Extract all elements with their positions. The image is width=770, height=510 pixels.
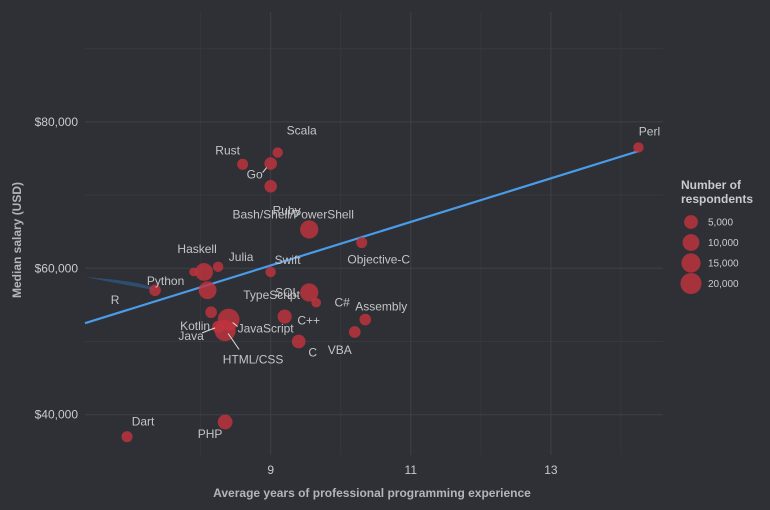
point-label-rust: Rust xyxy=(215,143,240,157)
point-labels: Perl Scala Rust Go RubyBash/Shell/PowerShell… xyxy=(111,124,660,441)
point-label-vba: VBA xyxy=(328,343,352,357)
point-label-go: Go xyxy=(247,168,263,182)
x-tick-label: 9 xyxy=(267,463,274,477)
confidence-band-area xyxy=(85,277,159,291)
point-label-c-: C# xyxy=(335,296,351,310)
data-points xyxy=(121,142,644,443)
legend-size-label: 5,000 xyxy=(708,218,733,229)
legend-size-swatch xyxy=(681,253,701,273)
x-tick-label: 13 xyxy=(544,463,558,477)
leader-javascript xyxy=(232,322,238,327)
point-sql xyxy=(300,283,319,302)
point-label-c: C xyxy=(308,346,317,360)
point-rust xyxy=(237,158,249,170)
leader-go xyxy=(262,167,268,173)
point-php xyxy=(217,414,233,430)
point-assembly xyxy=(359,313,372,326)
point-objective-c xyxy=(356,237,368,249)
leader-java xyxy=(201,327,216,334)
point-label-html-css: HTML/CSS xyxy=(223,353,284,367)
point-label-julia: Julia xyxy=(229,250,254,264)
y-tick-label: $60,000 xyxy=(35,261,79,275)
point-kotlin xyxy=(205,306,217,319)
y-axis-title: Median salary (USD) xyxy=(10,182,24,298)
legend: Number of respondents 5,000 10,000 15,000 2… xyxy=(680,178,753,295)
x-axis-title: Average years of professional programmin… xyxy=(213,486,531,500)
point-swift xyxy=(265,266,276,278)
axes: 9 11 13 $40,000 $60,000 $80,000 xyxy=(35,115,558,477)
legend-title-line-2: respondents xyxy=(681,192,753,206)
point-label-kotlin: Kotlin xyxy=(180,319,210,333)
point-label-scala: Scala xyxy=(287,124,317,138)
point-label-bash-shell-powershell: Bash/Shell/PowerShell xyxy=(232,207,353,221)
point-r xyxy=(149,284,161,297)
grid xyxy=(85,12,663,455)
legend-size-swatch xyxy=(682,234,700,251)
point-label-dart: Dart xyxy=(132,415,155,429)
point-ruby xyxy=(264,179,277,193)
point-go xyxy=(264,157,277,170)
point-label-assembly: Assembly xyxy=(355,300,407,314)
point-label-objective-c: Objective-C xyxy=(347,253,410,267)
point-julia xyxy=(212,261,224,273)
point-label-php: PHP xyxy=(198,427,223,441)
point-label-sql: SQL xyxy=(275,285,299,299)
x-tick-label: 11 xyxy=(405,463,418,477)
point-scala xyxy=(272,147,283,158)
point-label-c-: C++ xyxy=(297,314,320,328)
point-haskell xyxy=(195,263,213,281)
point-bash-shell-powershell xyxy=(300,220,319,239)
point-vba xyxy=(348,326,361,338)
legend-title-line-1: Number of xyxy=(681,178,742,192)
point-dart xyxy=(121,431,133,443)
y-tick-label: $80,000 xyxy=(35,115,79,129)
point-label-java: Java xyxy=(178,329,204,343)
legend-size-label: 20,000 xyxy=(708,279,739,290)
point-label-ruby: Ruby xyxy=(273,203,301,217)
point-label-perl: Perl xyxy=(639,124,660,138)
point-c- xyxy=(311,297,322,308)
legend-size-swatch xyxy=(680,272,702,295)
point-label-javascript: JavaScript xyxy=(238,322,295,336)
y-tick-label: $40,000 xyxy=(35,408,79,422)
leader-html-css xyxy=(227,333,240,350)
confidence-band xyxy=(85,277,159,291)
point-label-r: R xyxy=(111,293,120,307)
legend-size-label: 15,000 xyxy=(708,259,739,270)
point-typescript xyxy=(198,281,217,300)
point-html-css xyxy=(214,319,236,342)
point-label-swift: Swift xyxy=(275,253,302,267)
point-perl xyxy=(633,142,644,153)
legend-size-label: 10,000 xyxy=(708,238,739,249)
point-label-python: Python xyxy=(147,274,184,288)
point-c xyxy=(291,334,306,349)
point-python xyxy=(189,267,198,277)
point-label-typescript: TypeScript xyxy=(243,288,300,302)
legend-size-swatch xyxy=(684,215,698,229)
point-c- xyxy=(277,309,292,324)
point-label-haskell: Haskell xyxy=(177,242,216,256)
